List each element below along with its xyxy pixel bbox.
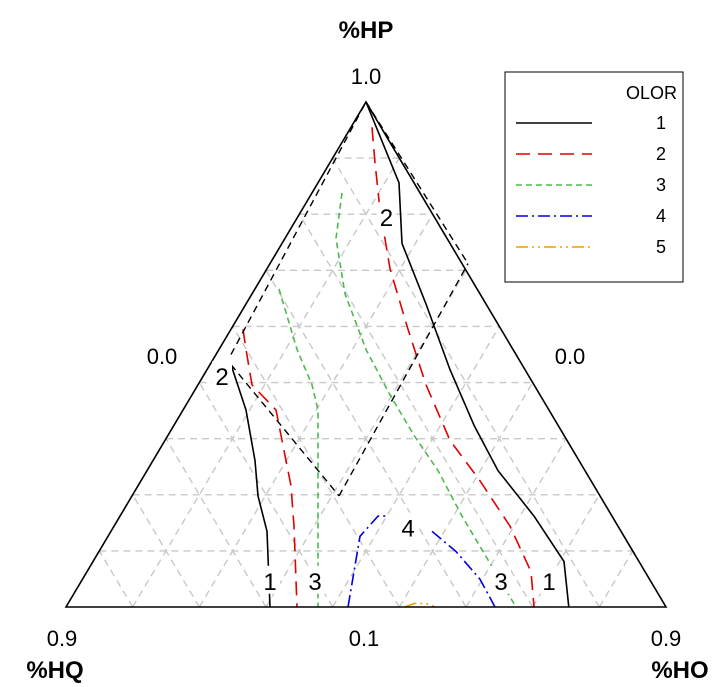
guide-line [365,101,469,264]
contour-label-background [305,565,325,594]
left-axis-title: %HQ [26,657,83,684]
guide-line [338,263,469,497]
contour-level-4 [347,515,387,608]
contour-level-2 [242,329,298,608]
grid-line [465,438,567,608]
contour-level-1 [230,364,271,608]
left-side-tick: 0.0 [147,344,178,369]
grid-line [98,550,134,608]
grid-line [198,382,334,608]
grid-line [265,269,467,608]
legend-title: OLOR [626,83,677,103]
grid-line [132,157,400,608]
legend-entry-label: 5 [656,237,666,257]
guide-line [230,364,340,497]
contour-label-background [491,565,511,594]
contour-label-background [260,565,280,594]
grid-line [398,382,534,608]
contour-label: 2 [215,364,228,391]
left-vertex-tick: 0.9 [47,626,78,651]
legend: OLOR 1 2 3 4 5 [504,71,684,283]
contour-label: 3 [494,569,507,596]
contour-label: 4 [401,516,414,543]
bottom-mid-tick: 0.1 [349,626,380,651]
grid-line [132,494,200,608]
legend-entry-label: 1 [656,113,666,133]
grid-line [198,213,434,608]
top-vertex-tick: 1.0 [351,64,382,89]
contour-level-5 [404,602,436,608]
contour-level-3 [278,288,319,607]
right-vertex-tick: 0.9 [651,626,682,651]
contour-level-3 [335,192,517,608]
contour-label: 1 [542,569,555,596]
grid-line [298,213,534,608]
contour-label-background [539,565,559,594]
triangle-border [64,100,668,608]
grid-line [232,326,400,608]
right-side-tick: 0.0 [555,344,586,369]
legend-entry-label: 2 [656,144,666,164]
grid-line [165,438,267,608]
grid-line [332,326,500,608]
contour-label-background [376,202,397,231]
legend-entry-label: 4 [656,206,666,226]
contour-labels: 2 2 4 1 3 3 1 [212,202,559,596]
contour-label: 1 [263,569,276,596]
contour-label-background [398,512,418,541]
contour-label: 2 [380,205,393,232]
legend-entry-label: 3 [656,175,666,195]
contour-label: 3 [308,569,321,596]
grid-line [598,550,634,608]
right-axis-title: %HO [651,657,708,684]
contour-level-2 [371,127,535,608]
legend-box [504,71,684,283]
top-axis-title: %HP [339,17,394,44]
contour-level-1 [365,101,570,608]
contour-level-4 [431,530,496,608]
contour-lines [230,101,570,608]
triangle-frame [64,100,668,608]
contour-label-background [212,361,232,390]
guide-line [230,101,367,355]
grid-line [332,157,600,608]
